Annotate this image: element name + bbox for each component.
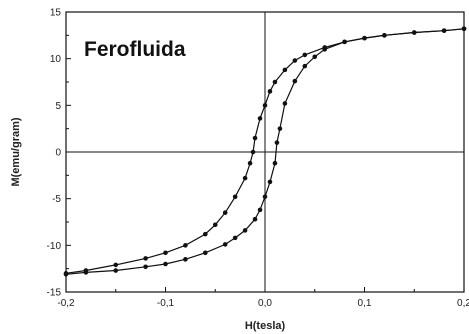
data-point — [183, 243, 188, 248]
data-point — [212, 222, 218, 228]
data-point — [277, 126, 283, 131]
data-point — [312, 54, 318, 60]
x-tick-label: 0,0 — [258, 298, 272, 309]
data-point — [274, 140, 280, 145]
chart-title: Ferofluida — [84, 38, 186, 61]
data-point — [183, 257, 188, 262]
y-tick-label: -10 — [47, 241, 62, 252]
data-point — [411, 30, 417, 35]
data-point — [232, 235, 238, 241]
x-tick-label: 0,1 — [358, 298, 372, 309]
data-point — [282, 67, 288, 73]
data-point — [262, 194, 268, 200]
data-point — [203, 250, 208, 256]
data-point — [272, 79, 278, 85]
data-point — [262, 103, 268, 108]
data-point — [257, 207, 263, 213]
data-point — [267, 179, 273, 185]
y-tick-label: -15 — [47, 288, 62, 299]
axis-ticks: -0,2 -0,1 0,0 0,1 0,2 -15 -10 -5 0 5 10 15 — [47, 8, 469, 310]
y-tick-label: 0 — [55, 148, 61, 159]
x-axis-label: H(tesla) — [245, 320, 286, 332]
data-point — [257, 116, 263, 121]
data-point — [222, 210, 228, 215]
data-points — [63, 26, 467, 277]
y-tick-label: 10 — [50, 54, 62, 65]
y-tick-label: 5 — [55, 101, 61, 112]
data-point — [222, 242, 228, 247]
y-axis-label: M(emu/gram) — [10, 117, 22, 186]
data-point — [242, 228, 248, 233]
data-point — [113, 268, 119, 273]
data-point — [322, 47, 328, 52]
data-point — [272, 160, 278, 166]
data-point — [250, 149, 256, 155]
data-point — [63, 271, 69, 277]
data-point — [362, 35, 367, 41]
data-point — [203, 231, 208, 237]
data-point — [163, 250, 168, 256]
data-point — [163, 261, 168, 267]
data-point — [342, 39, 347, 45]
data-point — [302, 52, 308, 58]
y-tick-label: -5 — [52, 194, 61, 205]
data-point — [143, 256, 148, 261]
data-point — [382, 33, 387, 38]
data-point — [242, 175, 248, 181]
data-point — [267, 89, 273, 94]
data-point — [282, 101, 288, 106]
data-point — [461, 26, 467, 32]
data-point — [302, 63, 308, 69]
data-point — [252, 135, 258, 141]
data-point — [143, 264, 148, 270]
data-point — [83, 270, 89, 275]
y-tick-label: 15 — [50, 8, 62, 19]
series-line-2 — [65, 28, 465, 275]
data-point — [113, 262, 119, 268]
x-tick-label: -0,1 — [157, 298, 175, 309]
data-point — [232, 194, 238, 200]
data-point — [292, 78, 298, 84]
x-tick-label: 0,2 — [457, 298, 469, 309]
data-point — [252, 216, 258, 222]
data-point — [292, 58, 298, 63]
x-tick-label: -0,2 — [57, 298, 75, 309]
data-point — [247, 160, 253, 166]
curve-lines — [65, 28, 465, 275]
data-point — [441, 28, 447, 33]
